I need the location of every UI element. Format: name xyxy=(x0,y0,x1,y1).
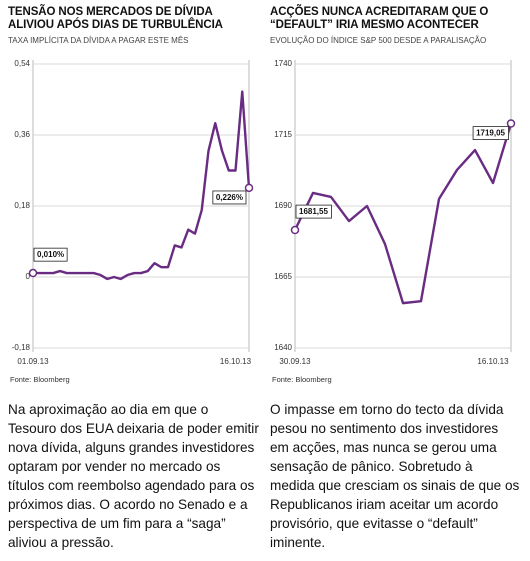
value-label: 0,010% xyxy=(37,250,64,259)
line-series xyxy=(33,90,251,281)
point-marker xyxy=(28,268,38,278)
x-tick-label: 30.09.13 xyxy=(279,357,311,366)
y-tick-label: 1740 xyxy=(274,59,292,68)
y-tick-label: 0,18 xyxy=(14,201,30,210)
source: Fonte: Bloomberg xyxy=(272,375,332,384)
value-label: 1681,55 xyxy=(299,207,328,216)
chart-subtitle: TAXA IMPLÍCITA DA DÍVIDA A PAGAR ESTE MÊ… xyxy=(8,36,189,45)
value-label-box xyxy=(472,126,509,141)
y-tick-label: 1715 xyxy=(274,130,292,139)
y-tick-label: 0 xyxy=(26,272,31,281)
x-tick-label: 16.10.13 xyxy=(220,357,252,366)
y-tick-label: 0,54 xyxy=(14,59,30,68)
chart: 1640 1665 1690 1715 1740 30.09.13 16.10.13 1681… xyxy=(274,59,516,366)
value-label-box xyxy=(295,204,332,219)
x-tick-label: 16.10.13 xyxy=(477,357,509,366)
y-tick-label: -0,18 xyxy=(12,343,31,352)
value-label: 1719,05 xyxy=(476,129,505,138)
paragraph: Na aproximação ao dia em que o Tesouro d… xyxy=(8,402,259,550)
source: Fonte: Bloomberg xyxy=(10,375,70,384)
point-marker xyxy=(506,119,516,128)
point-marker xyxy=(290,225,300,235)
y-tick-label: 1690 xyxy=(274,201,292,210)
chart-title: TENSÃO NOS MERCADOS DE DÍVIDA ALIVIOU AP… xyxy=(8,6,223,31)
point-marker xyxy=(244,183,254,193)
chart-panel: ACÇÕES NUNCA ACREDITARAM QUE O “DEFAULT”… xyxy=(270,0,522,550)
chart-panel: TENSÃO NOS MERCADOS DE DÍVIDA ALIVIOU AP… xyxy=(8,0,260,550)
x-tick-label: 01.09.13 xyxy=(17,357,49,366)
value-label-box xyxy=(33,247,68,262)
value-label: 0,226% xyxy=(216,193,243,202)
chart-subtitle: EVOLUÇÃO DO ÍNDICE S&P 500 DESDE A PARAL… xyxy=(270,36,487,45)
y-tick-label: 1640 xyxy=(274,343,292,352)
y-tick-label: 1665 xyxy=(274,272,292,281)
value-label-box xyxy=(212,190,247,205)
y-tick-label: 0,36 xyxy=(14,130,30,139)
chart-title: ACÇÕES NUNCA ACREDITARAM QUE O “DEFAULT”… xyxy=(270,6,489,31)
chart: -0,18 0 0,18 0,36 0,54 01.09.13 16.10.13 0,010%… xyxy=(12,59,254,366)
paragraph: O impasse em torno do tecto da dívida pe… xyxy=(270,402,520,550)
line-series xyxy=(293,123,513,305)
